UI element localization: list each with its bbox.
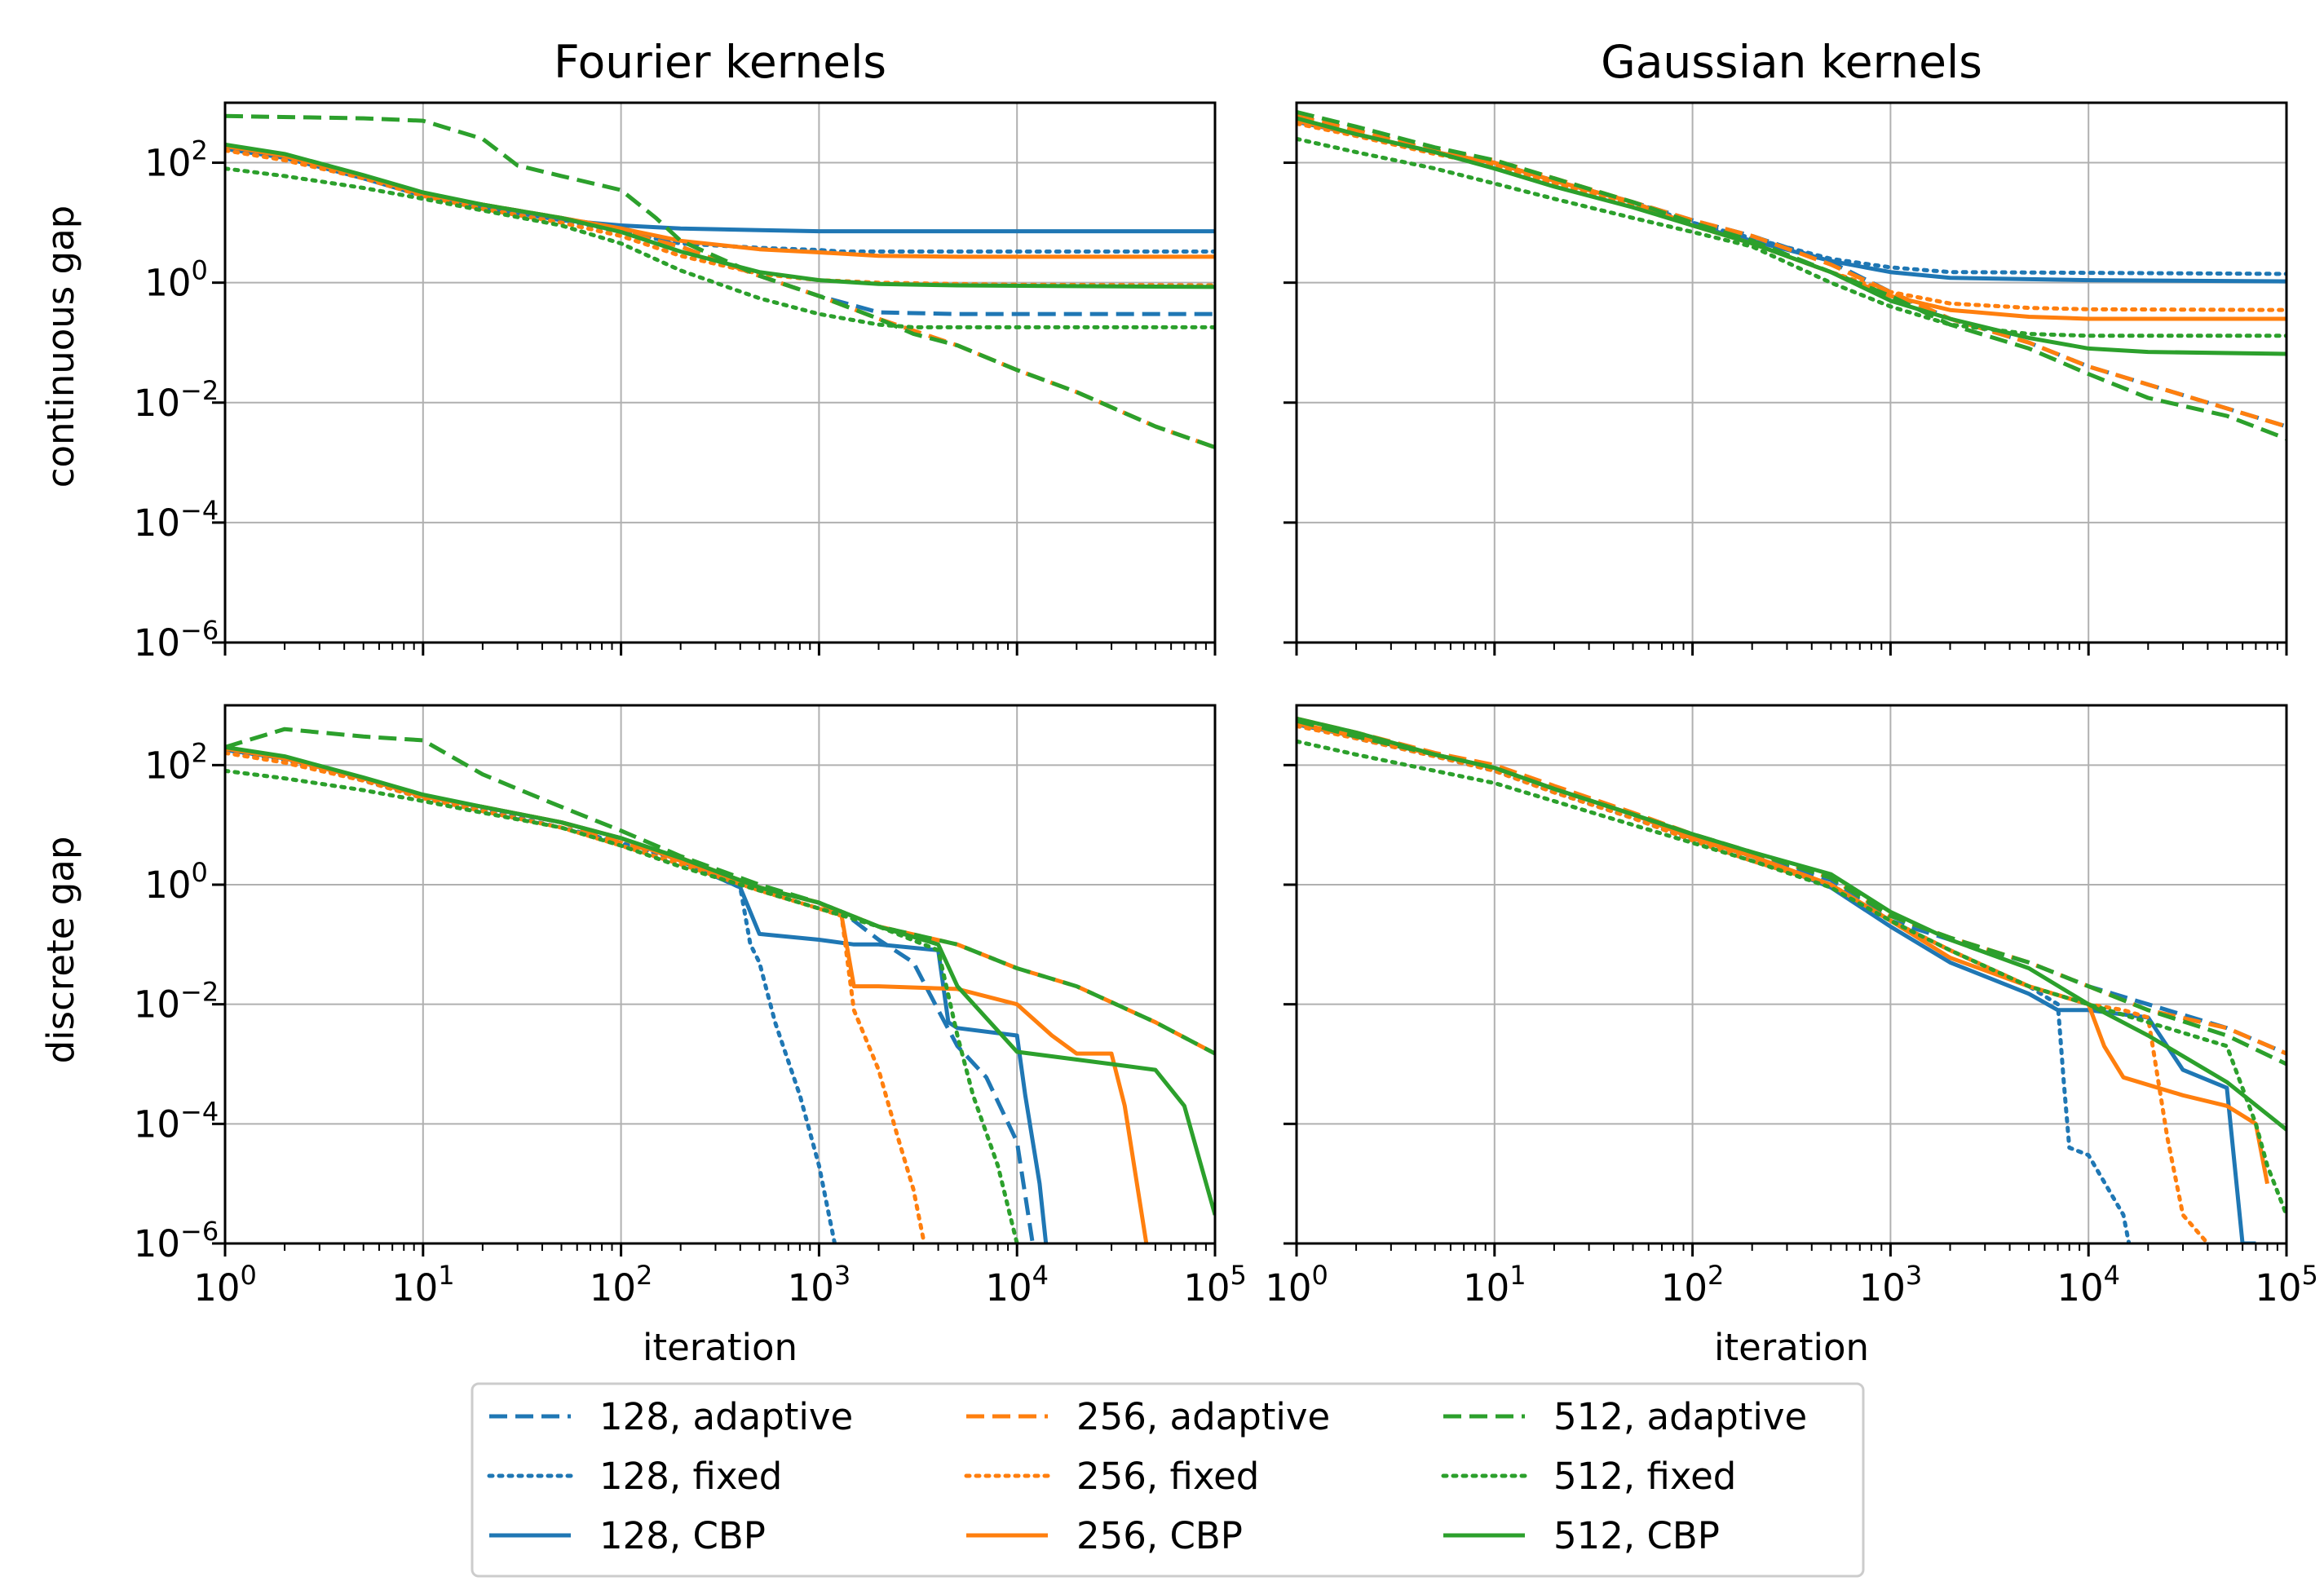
ylabel-continuous-gap: continuous gap [39, 205, 82, 488]
series-line-128-fixed [225, 749, 837, 1243]
panel-1: 10−6 10−4 10−2 100 102 [134, 101, 1217, 665]
axes-frame [1295, 704, 2288, 1245]
series-line-128-fixed [1297, 722, 2132, 1243]
x-tick-label: 101 [391, 1260, 455, 1310]
legend-item: 128, CBP [489, 1514, 766, 1557]
x-tick-label: 103 [1859, 1260, 1923, 1310]
series-line-256-cbp [1297, 118, 2286, 321]
series-line-512-cbp [225, 142, 1215, 289]
x-tick-label: 101 [1463, 1260, 1527, 1310]
series-line-512-cbp [1297, 716, 2286, 1132]
series-group [225, 113, 1215, 449]
legend-item: 512, CBP [1443, 1514, 1720, 1557]
series-line-512-adaptive [1297, 109, 2286, 441]
axes-frame [223, 101, 1217, 644]
y-tick-label: 102 [144, 737, 208, 787]
series-line-128-cbp [225, 147, 1215, 234]
series-group [1297, 716, 2286, 1243]
y-tick-label: 102 [144, 135, 208, 185]
series-line-256-fixed [1297, 723, 2210, 1243]
series-line-128-adaptive [225, 748, 1035, 1243]
x-tick-label: 105 [1183, 1260, 1247, 1310]
series-line-128-cbp [1297, 722, 2256, 1243]
xlabel-left: iteration [643, 1326, 797, 1369]
panel-4: 100 101 102 103 104 105 [1265, 704, 2318, 1310]
legend-item: 128, adaptive [489, 1395, 853, 1438]
x-tick-label: 100 [193, 1260, 257, 1310]
series-line-256-cbp [1297, 721, 2269, 1185]
legend-item: 512, fixed [1441, 1455, 1736, 1498]
x-tick-label: 104 [985, 1260, 1049, 1310]
legend-item: 128, fixed [487, 1455, 782, 1498]
x-tick-label: 103 [788, 1260, 851, 1310]
legend-label: 128, CBP [599, 1514, 766, 1557]
series-line-256-adaptive [225, 746, 1215, 1056]
x-tick-label: 105 [2255, 1260, 2318, 1310]
series-line-512-fixed [225, 768, 1019, 1243]
series-line-512-fixed [1297, 136, 2286, 338]
axes-frame [223, 704, 1217, 1245]
legend-label: 256, CBP [1076, 1514, 1243, 1557]
y-tick-label: 10−4 [134, 1096, 219, 1146]
ylabel-discrete-gap: discrete gap [39, 837, 82, 1064]
series-line-512-fixed [1297, 739, 2286, 1217]
panel-title-gaussian: Gaussian kernels [1601, 36, 1982, 88]
panel-3: 100 101 102 103 104 105 10−6 10−4 10−2 100 102 [134, 704, 1247, 1310]
legend-frame [471, 1382, 1865, 1578]
y-tick-label: 10−2 [134, 375, 219, 425]
series-line-256-fixed [225, 148, 1215, 288]
legend-label: 512, CBP [1553, 1514, 1720, 1557]
series-line-128-adaptive [225, 145, 1215, 316]
panels: 10−6 10−4 10−2 100 102 100 101 102 103 104 105 10−6… [134, 101, 2318, 1310]
legend-label: 256, adaptive [1076, 1395, 1330, 1438]
legend-label: 128, adaptive [599, 1395, 853, 1438]
y-tick-label: 100 [144, 255, 208, 305]
legend-label: 256, fixed [1076, 1455, 1259, 1498]
series-group [1297, 109, 2286, 441]
x-tick-label: 102 [1661, 1260, 1725, 1310]
legend-item: 256, CBP [966, 1514, 1243, 1557]
series-line-512-cbp [1297, 116, 2286, 356]
panel-title-fourier: Fourier kernels [554, 36, 886, 88]
y-tick-label: 10−2 [134, 977, 219, 1027]
series-line-512-adaptive [225, 113, 1215, 449]
y-tick-label: 10−6 [134, 1216, 219, 1265]
y-tick-label: 100 [144, 857, 208, 907]
legend-item: 256, adaptive [966, 1395, 1330, 1438]
x-tick-label: 104 [2057, 1260, 2120, 1310]
legend-item: 256, fixed [964, 1455, 1259, 1498]
series-line-256-cbp [225, 746, 1149, 1243]
xlabel-right: iteration [1714, 1326, 1869, 1369]
axes-frame [1295, 101, 2288, 644]
series-line-512-cbp [225, 744, 1215, 1216]
x-tick-label: 102 [590, 1260, 653, 1310]
series-line-128-cbp [225, 748, 1049, 1243]
panel-2 [1284, 101, 2288, 656]
legend-label: 128, fixed [599, 1455, 782, 1498]
legend-item: 512, adaptive [1443, 1395, 1807, 1438]
y-tick-label: 10−4 [134, 495, 219, 545]
series-group [225, 727, 1215, 1243]
series-line-128-fixed [225, 147, 1215, 254]
legend: 128, adaptive 128, fixed 128, CBP 256, adap… [471, 1382, 1865, 1578]
x-tick-label: 100 [1265, 1260, 1328, 1310]
y-tick-label: 10−6 [134, 615, 219, 665]
legend-label: 512, fixed [1553, 1455, 1736, 1498]
legend-label: 512, adaptive [1553, 1395, 1807, 1438]
series-line-512-fixed [225, 166, 1215, 329]
